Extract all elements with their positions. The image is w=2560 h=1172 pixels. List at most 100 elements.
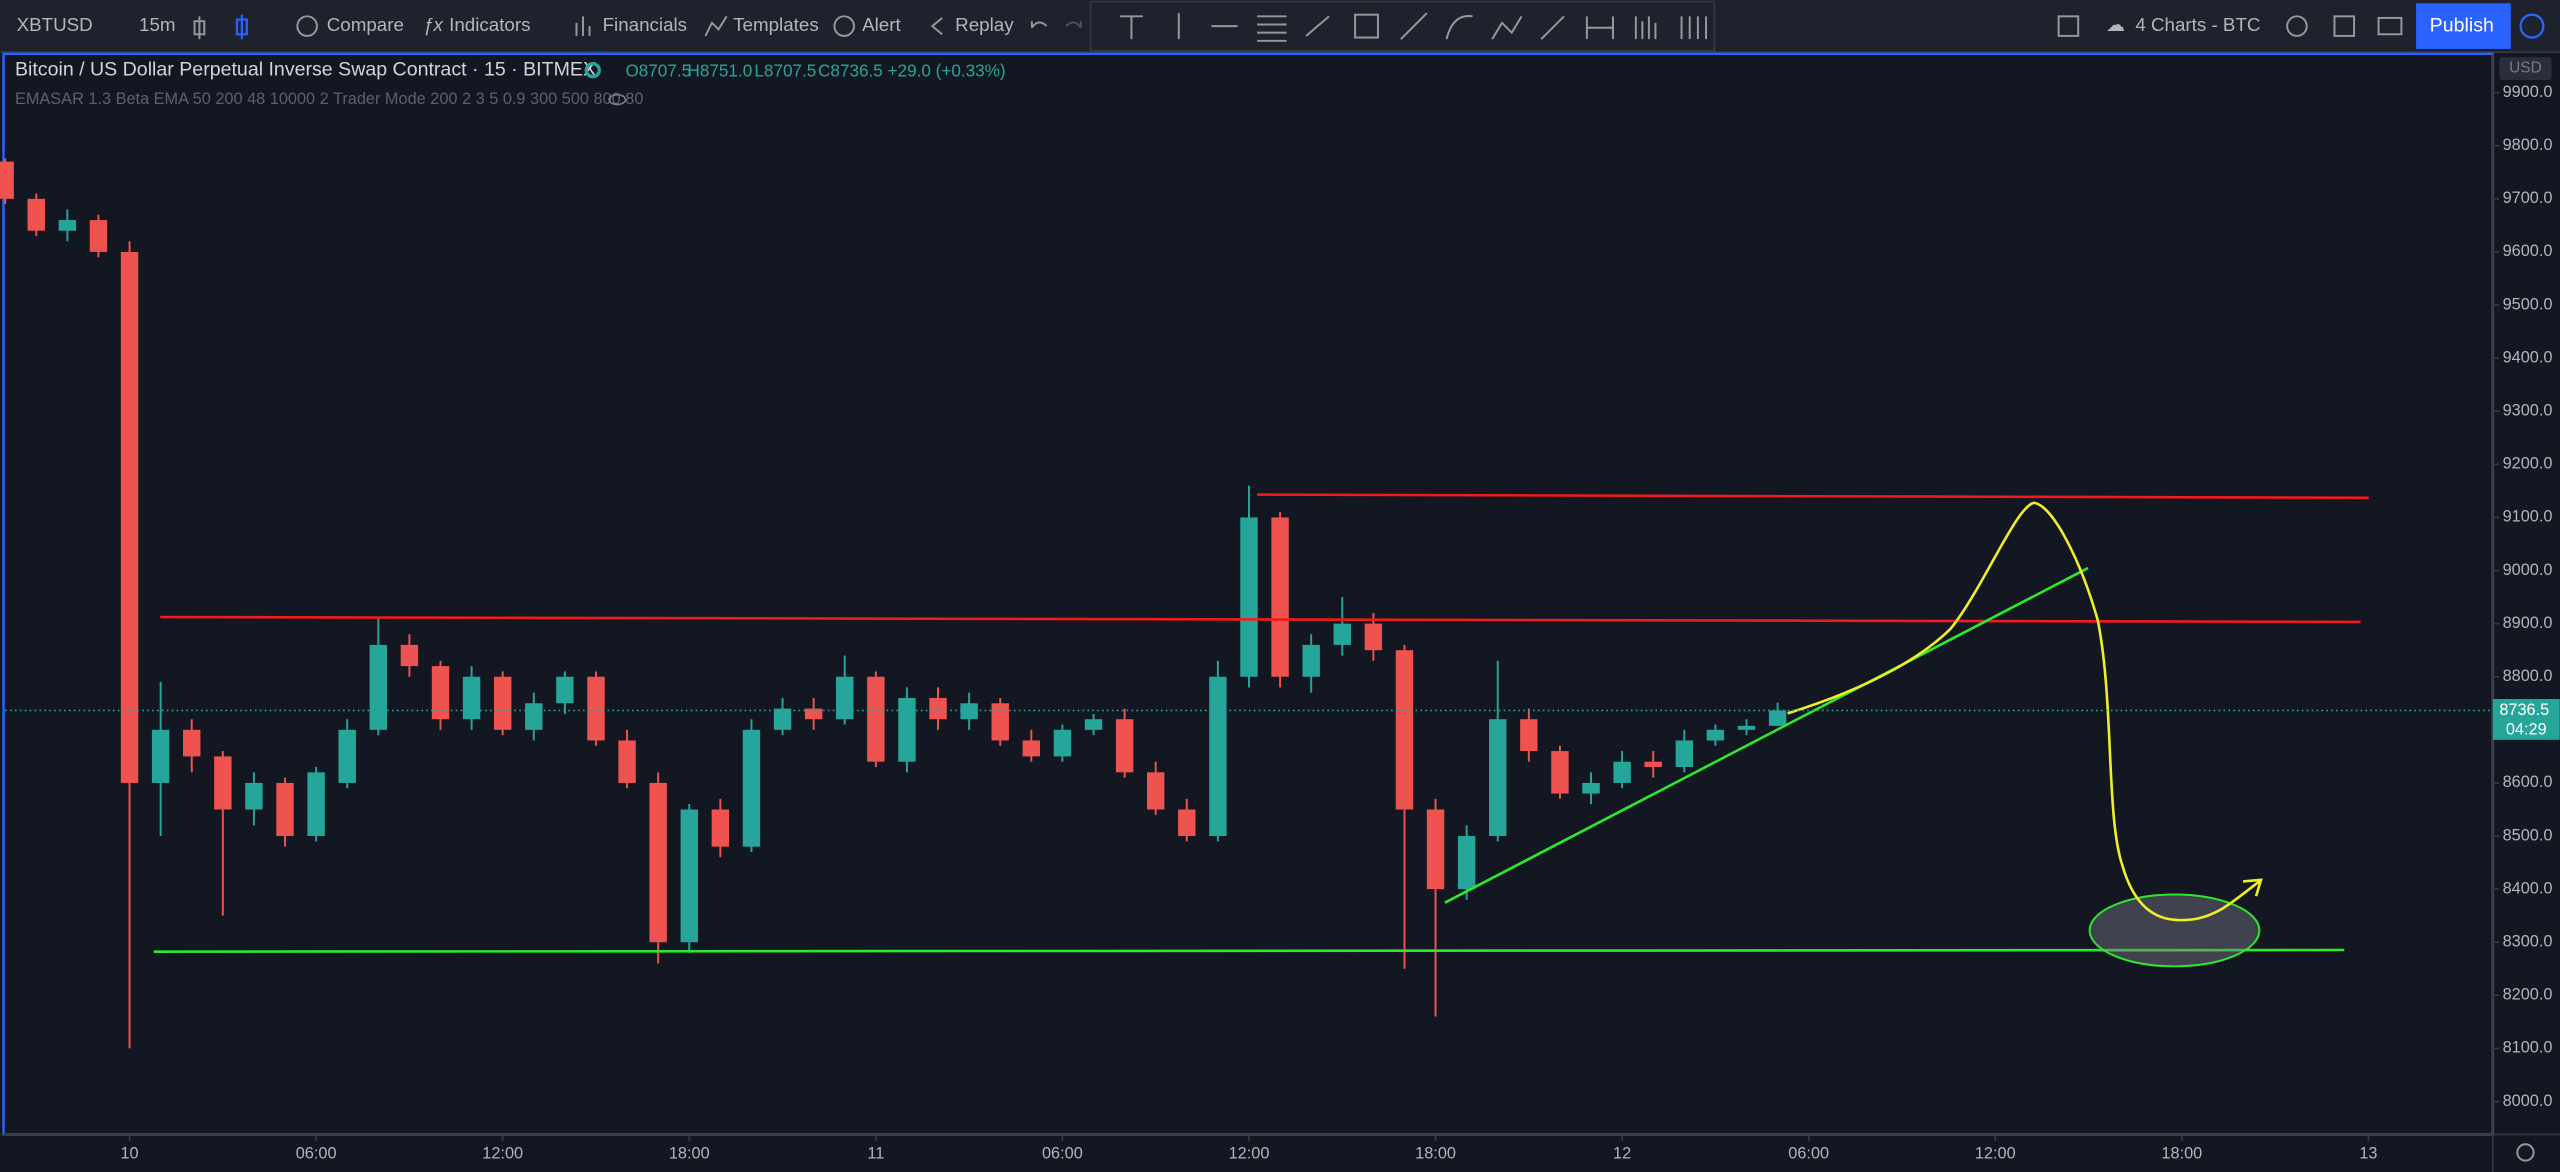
visibility-icon[interactable]: [608, 93, 627, 106]
drawing-toolbar: [1089, 0, 1716, 52]
candle-body: [307, 772, 325, 837]
candle-body: [1240, 517, 1258, 677]
candle-body: [1706, 729, 1725, 741]
candle-body: [1644, 761, 1662, 768]
x-tick-label: 06:00: [1042, 1144, 1083, 1162]
candle-body: [742, 729, 761, 847]
currency-label: USD: [2509, 60, 2542, 77]
x-tick-label: 12: [1613, 1144, 1631, 1162]
candle-body: [1737, 725, 1756, 730]
indicators-button[interactable]: Indicators: [449, 14, 530, 35]
replay-button[interactable]: Replay: [955, 14, 1014, 35]
compare-button[interactable]: Compare: [327, 14, 404, 35]
candle-body: [1022, 740, 1041, 757]
candle-body: [1084, 719, 1103, 730]
y-tick-label: 9800.0: [2503, 136, 2553, 154]
x-tick-label: 18:00: [2161, 1144, 2202, 1162]
candle-body: [1520, 719, 1538, 752]
candle-body: [431, 666, 450, 720]
y-tick-label: 8900.0: [2503, 614, 2553, 632]
candle-body: [587, 676, 605, 741]
candle-body: [1271, 517, 1289, 677]
publish-button[interactable]: [2416, 3, 2511, 49]
candle-body: [462, 676, 481, 720]
candle-body: [338, 729, 356, 783]
user-drawings: [153, 493, 2369, 968]
compare-icon[interactable]: [296, 15, 318, 37]
financials-button[interactable]: Financials: [603, 14, 687, 35]
symbol[interactable]: XBTUSD: [17, 14, 93, 35]
trend-line: [1444, 566, 2089, 904]
candle-body: [120, 251, 139, 783]
candle-body: [183, 729, 201, 757]
target-zone: [2088, 893, 2261, 968]
replay-icon[interactable]: [930, 17, 943, 36]
candle-body: [867, 676, 885, 762]
symbol-title: Bitcoin / US Dollar Perpetual Inverse Sw…: [15, 58, 596, 80]
x-tick-label: 11: [867, 1144, 884, 1162]
x-tick-label: 10: [120, 1144, 138, 1162]
y-tick-label: 9100.0: [2503, 508, 2553, 526]
y-tick-label: 8600.0: [2503, 773, 2553, 791]
candle-body: [929, 697, 947, 720]
grid: [128, 91, 2500, 1141]
candle-body: [276, 782, 294, 837]
resistance-line: [1257, 493, 2369, 500]
redo-icon[interactable]: [1065, 21, 1082, 29]
market-status: [584, 62, 601, 79]
x-tick-label: 18:00: [1415, 1144, 1456, 1162]
candle-body: [400, 644, 419, 667]
candle-body: [0, 161, 14, 199]
candle-body: [1053, 729, 1072, 757]
snapshot-icon[interactable]: [2377, 16, 2403, 36]
candle-body: [27, 198, 45, 231]
y-tick-label: 9500.0: [2503, 295, 2553, 313]
legend-high: H8751.0: [687, 60, 752, 80]
layout-icon[interactable]: [2057, 15, 2080, 37]
candle-body: [960, 703, 978, 720]
alert-button[interactable]: Alert: [862, 14, 901, 35]
x-tick-label: 06:00: [1788, 1144, 1829, 1162]
layout-name[interactable]: 4 Charts - BTC: [2135, 14, 2260, 35]
x-tick-label: 12:00: [482, 1144, 523, 1162]
y-tick-label: 9000.0: [2503, 561, 2553, 579]
alert-icon[interactable]: [833, 15, 855, 37]
y-tick-label: 8200.0: [2503, 986, 2553, 1004]
replay-play-icon[interactable]: [2519, 13, 2545, 39]
candle-body: [369, 644, 388, 730]
projection-path: [1787, 501, 2263, 922]
interval[interactable]: 15m: [139, 14, 176, 35]
x-tick-label: 12:00: [1229, 1144, 1270, 1162]
publish-label[interactable]: Publish: [2430, 14, 2494, 36]
candle-body: [58, 220, 77, 231]
currency-badge[interactable]: [2499, 57, 2552, 80]
candle-body: [711, 809, 730, 847]
x-tick-label: 18:00: [669, 1144, 710, 1162]
candle-body: [1115, 719, 1134, 773]
candle-body: [556, 676, 574, 704]
candle-body: [493, 676, 512, 730]
y-tick-label: 9700.0: [2503, 189, 2553, 207]
candle-body: [1146, 772, 1165, 810]
templates-icon[interactable]: [704, 15, 728, 37]
bar-countdown: 04:29: [2506, 720, 2547, 738]
candle-body: [773, 708, 792, 730]
settings-icon[interactable]: [2286, 15, 2308, 37]
y-tick-label: 8100.0: [2503, 1039, 2553, 1057]
indicators-icon[interactable]: ƒx: [423, 14, 443, 35]
chart-style-icon[interactable]: [193, 14, 248, 40]
undo-icon[interactable]: [1030, 21, 1048, 29]
financials-icon[interactable]: [575, 16, 591, 36]
candle-body: [680, 809, 698, 943]
legend-close: C8736.5 +29.0 (+0.33%): [818, 60, 1006, 80]
cloud-icon[interactable]: ☁: [2106, 14, 2125, 35]
drawing-tools[interactable]: [1120, 12, 1708, 42]
templates-button[interactable]: Templates: [733, 14, 819, 35]
legend-open: O8707.5: [625, 60, 691, 80]
axis-settings-icon[interactable]: [2516, 1143, 2535, 1162]
candle-body: [245, 782, 263, 810]
y-tick-label: 8500.0: [2503, 826, 2553, 844]
fullscreen-icon[interactable]: [2333, 15, 2356, 37]
y-tick-label: 9600.0: [2503, 242, 2553, 260]
